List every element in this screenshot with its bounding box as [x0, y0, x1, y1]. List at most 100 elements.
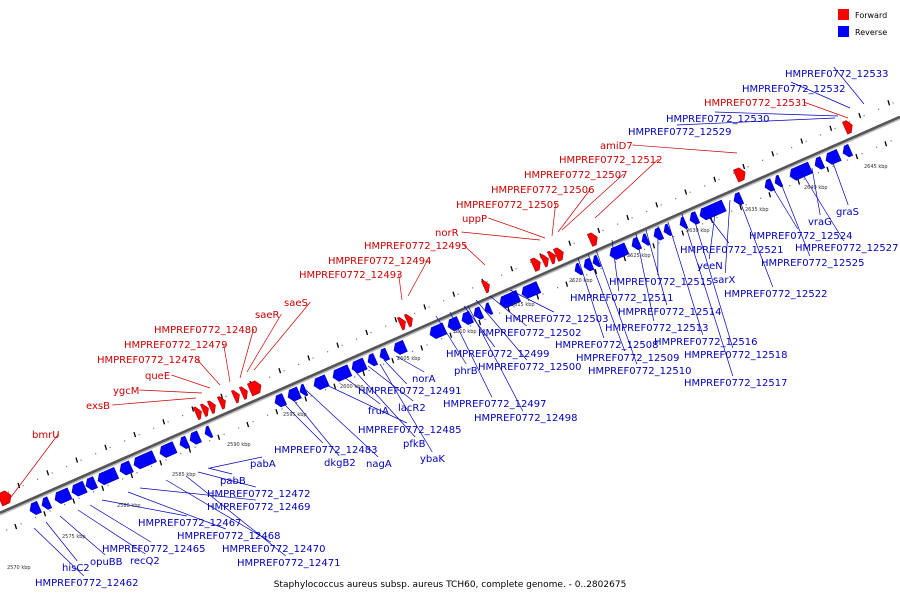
- gene-label[interactable]: HMPREF0772_12531: [704, 98, 807, 109]
- gene-label[interactable]: opuBB: [90, 557, 123, 568]
- gene-label[interactable]: norR: [435, 228, 459, 239]
- gene-label[interactable]: uppP: [462, 214, 487, 225]
- forward-gene[interactable]: [192, 405, 204, 421]
- reverse-gene[interactable]: [331, 364, 353, 383]
- gene-label[interactable]: HMPREF0772_12509: [576, 353, 679, 364]
- gene-label[interactable]: phrB: [454, 366, 478, 377]
- gene-label[interactable]: HMPREF0772_12491: [358, 386, 461, 397]
- reverse-gene[interactable]: [573, 262, 584, 276]
- reverse-gene[interactable]: [662, 223, 673, 237]
- reverse-gene[interactable]: [28, 500, 42, 516]
- gene-label[interactable]: HMPREF0772_12485: [358, 425, 461, 436]
- reverse-gene[interactable]: [350, 357, 368, 375]
- gene-label[interactable]: HMPREF0772_12508: [555, 340, 658, 351]
- forward-gene[interactable]: [403, 313, 415, 328]
- forward-gene[interactable]: [529, 256, 543, 272]
- gene-label[interactable]: sarX: [713, 275, 735, 286]
- gene-label[interactable]: HMPREF0772_12522: [724, 289, 827, 300]
- reverse-gene[interactable]: [460, 310, 474, 326]
- reverse-gene[interactable]: [392, 339, 408, 356]
- gene-label[interactable]: HMPREF0772_12518: [684, 350, 787, 361]
- reverse-gene[interactable]: [591, 254, 602, 268]
- gene-label[interactable]: lacR2: [398, 403, 426, 414]
- gene-label[interactable]: HMPREF0772_12479: [124, 340, 227, 351]
- reverse-gene[interactable]: [582, 257, 595, 272]
- gene-label[interactable]: HMPREF0772_12530: [666, 114, 769, 125]
- gene-label[interactable]: HMPREF0772_12516: [654, 337, 757, 348]
- gene-label[interactable]: HMPREF0772_12465: [102, 544, 205, 555]
- gene-label[interactable]: HMPREF0772_12506: [491, 185, 594, 196]
- gene-label[interactable]: HMPREF0772_12513: [605, 323, 708, 334]
- reverse-gene[interactable]: [608, 242, 630, 261]
- gene-label[interactable]: HMPREF0772_12503: [505, 314, 608, 325]
- forward-gene[interactable]: [480, 279, 492, 294]
- gene-label[interactable]: HMPREF0772_12480: [154, 325, 257, 336]
- gene-label[interactable]: ygcM: [113, 386, 139, 397]
- gene-label[interactable]: HMPREF0772_12517: [684, 378, 787, 389]
- forward-gene[interactable]: [246, 379, 263, 397]
- reverse-gene[interactable]: [298, 383, 309, 397]
- reverse-gene[interactable]: [273, 393, 287, 408]
- gene-label[interactable]: recQ2: [130, 556, 160, 567]
- gene-label[interactable]: HMPREF0772_12469: [207, 502, 310, 513]
- reverse-gene[interactable]: [96, 466, 120, 486]
- gene-label[interactable]: graS: [836, 207, 859, 218]
- reverse-gene[interactable]: [378, 347, 391, 362]
- gene-label[interactable]: HMPREF0772_12521: [680, 245, 783, 256]
- gene-label[interactable]: HMPREF0772_12507: [524, 170, 627, 181]
- gene-label[interactable]: HMPREF0772_12497: [443, 399, 546, 410]
- forward-gene[interactable]: [216, 395, 228, 410]
- gene-label[interactable]: ybaK: [420, 454, 445, 465]
- gene-label[interactable]: HMPREF0772_12514: [618, 307, 721, 318]
- gene-label[interactable]: HMPREF0772_12499: [446, 349, 549, 360]
- reverse-gene[interactable]: [520, 281, 542, 300]
- forward-gene[interactable]: [206, 399, 218, 414]
- gene-label[interactable]: exsB: [86, 401, 110, 412]
- reverse-gene[interactable]: [40, 496, 53, 511]
- reverse-gene[interactable]: [446, 316, 462, 333]
- gene-label[interactable]: HMPREF0772_12510: [588, 366, 691, 377]
- reverse-gene[interactable]: [732, 191, 745, 206]
- gene-label[interactable]: HMPREF0772_12468: [177, 531, 280, 542]
- reverse-gene[interactable]: [698, 199, 727, 221]
- reverse-gene[interactable]: [640, 233, 651, 247]
- gene-label[interactable]: pfkB: [403, 439, 426, 450]
- gene-label[interactable]: vraG: [808, 217, 832, 228]
- gene-label[interactable]: yeeN: [697, 261, 723, 272]
- forward-gene[interactable]: [841, 119, 855, 135]
- gene-label[interactable]: HMPREF0772_12529: [628, 127, 731, 138]
- reverse-gene[interactable]: [188, 430, 202, 446]
- gene-label[interactable]: hisC2: [62, 563, 90, 574]
- reverse-gene[interactable]: [84, 476, 98, 492]
- gene-label[interactable]: norA: [412, 374, 436, 385]
- forward-gene[interactable]: [732, 166, 747, 183]
- gene-label[interactable]: HMPREF0772_12505: [456, 200, 559, 211]
- gene-label[interactable]: saeR: [255, 310, 279, 321]
- forward-gene[interactable]: [396, 316, 408, 331]
- reverse-gene[interactable]: [53, 487, 73, 505]
- gene-label[interactable]: pabB: [220, 476, 246, 487]
- gene-label[interactable]: HMPREF0772_12498: [474, 413, 577, 424]
- reverse-gene[interactable]: [688, 211, 701, 226]
- gene-label[interactable]: HMPREF0772_12472: [207, 489, 310, 500]
- reverse-gene[interactable]: [841, 143, 854, 158]
- gene-label[interactable]: HMPREF0772_12525: [761, 258, 864, 269]
- gene-label[interactable]: pabA: [250, 459, 276, 470]
- reverse-gene[interactable]: [118, 460, 134, 477]
- forward-gene[interactable]: [230, 389, 242, 404]
- gene-label[interactable]: HMPREF0772_12471: [237, 558, 340, 569]
- forward-gene[interactable]: [586, 231, 600, 247]
- gene-label[interactable]: HMPREF0772_12493: [299, 270, 402, 281]
- gene-label[interactable]: HMPREF0772_12494: [328, 256, 431, 267]
- forward-gene[interactable]: [552, 246, 566, 262]
- gene-label[interactable]: dkgB2: [324, 458, 356, 469]
- reverse-gene[interactable]: [132, 450, 157, 471]
- gene-label[interactable]: HMPREF0772_12483: [274, 445, 377, 456]
- forward-gene[interactable]: [238, 385, 250, 400]
- gene-label[interactable]: HMPREF0772_12467: [138, 518, 241, 529]
- reverse-gene[interactable]: [158, 441, 178, 459]
- reverse-gene[interactable]: [773, 174, 784, 188]
- gene-label[interactable]: HMPREF0772_12502: [478, 328, 581, 339]
- forward-gene[interactable]: [0, 489, 14, 507]
- gene-label[interactable]: HMPREF0772_12500: [478, 362, 581, 373]
